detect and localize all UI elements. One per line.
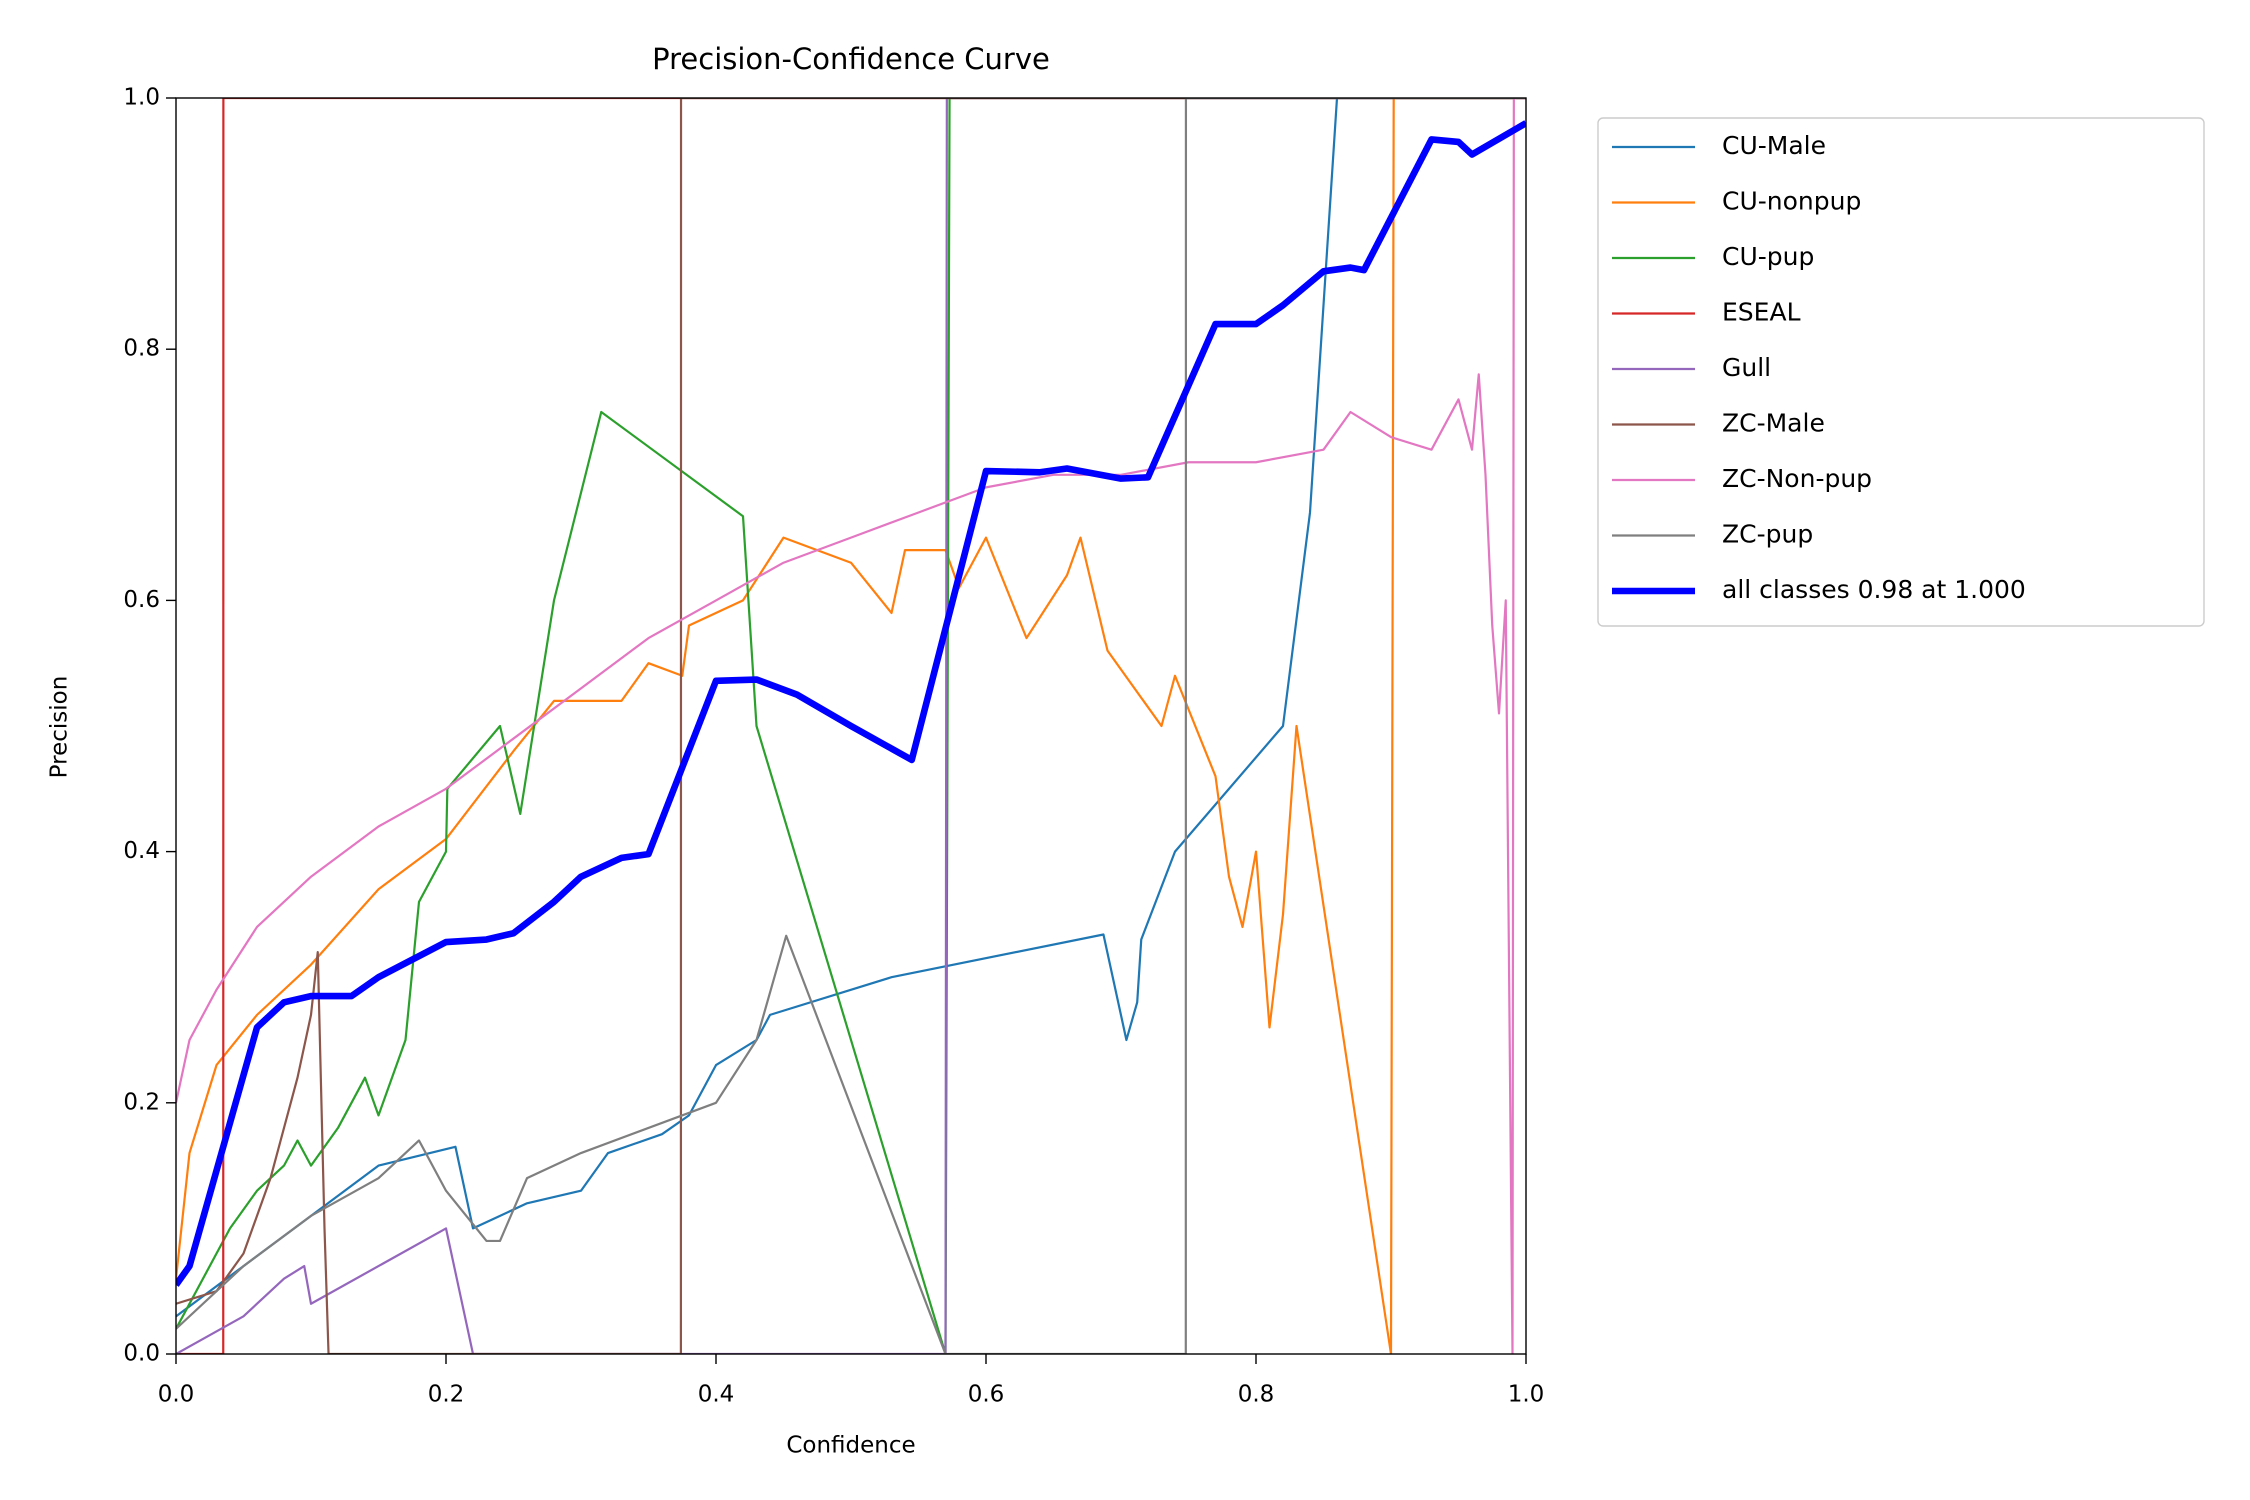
x-tick-label: 0.0 [158, 1382, 195, 1408]
y-tick-label: 0.4 [123, 838, 160, 864]
axes-frame [175, 97, 1527, 1355]
plot-lines [176, 98, 1526, 1354]
legend-label: all classes 0.98 at 1.000 [1722, 575, 2026, 604]
y-tick-label: 0.0 [123, 1341, 160, 1367]
legend-label: ZC-Male [1722, 409, 1825, 438]
legend [1597, 117, 2205, 627]
series-line [176, 98, 1526, 1354]
legend-label: CU-Male [1722, 131, 1826, 160]
x-tick-label: 1.0 [1508, 1382, 1545, 1408]
chart-title: Precision-Confidence Curve [652, 42, 1050, 76]
x-tick-label: 0.6 [968, 1382, 1005, 1408]
legend-label: ESEAL [1722, 298, 1801, 327]
series-line [176, 98, 1526, 1354]
y-tick-label: 0.6 [123, 587, 160, 613]
series-line [176, 120, 1526, 1287]
legend-label: Gull [1722, 353, 1771, 382]
series-line [176, 98, 1526, 1318]
y-axis-label: Precision [47, 676, 73, 779]
y-tick-label: 1.0 [123, 85, 160, 111]
x-tick-label: 0.4 [698, 1382, 735, 1408]
legend-label: CU-nonpup [1722, 187, 1861, 216]
x-tick-label: 0.8 [1238, 1382, 1275, 1408]
legend-label: CU-pup [1722, 242, 1814, 271]
y-tick-label: 0.2 [123, 1089, 160, 1115]
x-axis-label: Confidence [786, 1433, 915, 1459]
series-line [176, 98, 1526, 1354]
series-line [176, 98, 1526, 1354]
y-tick-label: 0.8 [123, 336, 160, 362]
legend-label: ZC-Non-pup [1722, 464, 1872, 493]
series-line [176, 98, 1526, 1354]
legend-label: ZC-pup [1722, 520, 1813, 549]
series-line [176, 98, 1526, 1354]
x-tick-label: 0.2 [428, 1382, 465, 1408]
